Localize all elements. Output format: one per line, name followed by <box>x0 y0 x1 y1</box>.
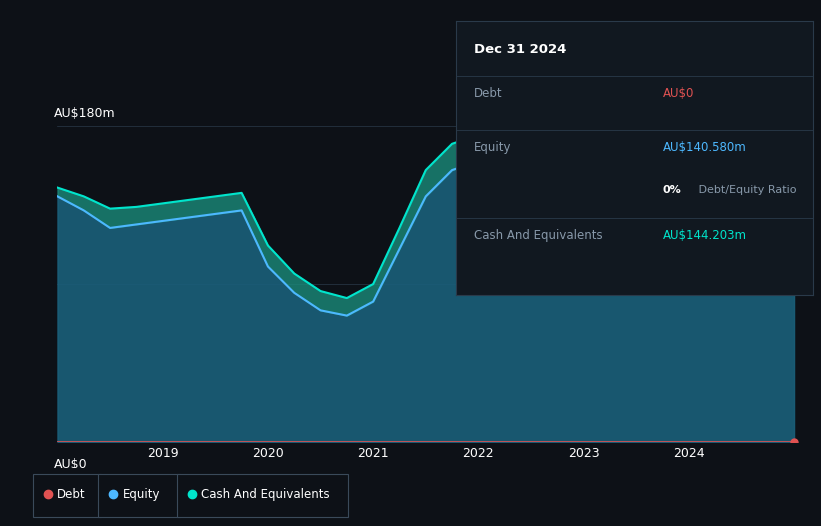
Text: Dec 31 2024: Dec 31 2024 <box>474 43 566 56</box>
Text: Debt/Equity Ratio: Debt/Equity Ratio <box>695 185 796 195</box>
FancyBboxPatch shape <box>99 474 180 517</box>
Text: 0%: 0% <box>663 185 681 195</box>
Text: Equity: Equity <box>474 141 511 155</box>
Text: AU$144.203m: AU$144.203m <box>663 229 747 242</box>
Text: Cash And Equivalents: Cash And Equivalents <box>201 488 329 501</box>
Text: AU$0: AU$0 <box>53 458 87 471</box>
Text: Debt: Debt <box>474 87 502 100</box>
Text: AU$180m: AU$180m <box>53 107 116 120</box>
Text: Debt: Debt <box>57 488 85 501</box>
Text: AU$140.580m: AU$140.580m <box>663 141 746 155</box>
FancyBboxPatch shape <box>177 474 348 517</box>
Text: AU$0: AU$0 <box>663 87 695 100</box>
Text: Equity: Equity <box>122 488 160 501</box>
Text: Cash And Equivalents: Cash And Equivalents <box>474 229 602 242</box>
FancyBboxPatch shape <box>33 474 101 517</box>
